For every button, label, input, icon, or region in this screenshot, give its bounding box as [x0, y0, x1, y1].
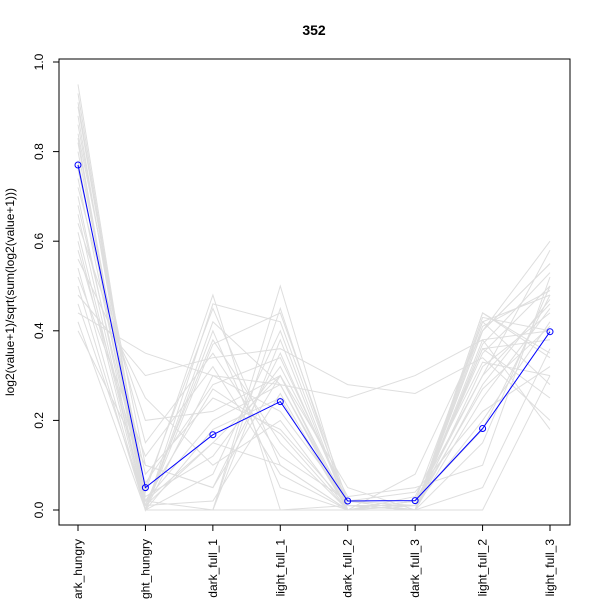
- background-series-line: [77, 138, 551, 512]
- background-series-line: [77, 214, 551, 511]
- highlight-point: [546, 328, 554, 336]
- background-series-line: [77, 178, 551, 511]
- y-tick-label: 1.0: [32, 53, 46, 70]
- y-tick-label: 0.0: [32, 501, 46, 518]
- y-tick-label: 0.4: [32, 322, 46, 339]
- plot-frame: [58, 58, 571, 526]
- highlight-point: [411, 497, 419, 505]
- highlight-point: [479, 425, 487, 432]
- x-tick-label: ght_hungry: [138, 539, 152, 599]
- background-series-line: [77, 187, 551, 511]
- highlight-point: [209, 431, 217, 439]
- highlight-series-group: [74, 161, 554, 505]
- x-tick-label: light_full_1: [273, 539, 287, 597]
- chart-title: 352: [302, 22, 326, 38]
- x-tick-label: dark_full_2: [341, 539, 355, 598]
- x-tick-label: light_full_3: [543, 539, 557, 597]
- background-series-line: [77, 284, 551, 511]
- highlight-series-line: [77, 164, 551, 502]
- background-series-line: [77, 263, 551, 511]
- x-tick-label: light_full_2: [476, 539, 490, 597]
- background-series-line: [77, 303, 551, 512]
- highlight-point: [276, 398, 284, 406]
- background-series-line: [77, 294, 551, 421]
- highlight-point: [344, 497, 352, 505]
- y-tick-label: 0.6: [32, 233, 46, 250]
- background-series-line: [77, 169, 551, 506]
- y-axis-label: log2(value+1)/sqrt(sum(log2(value+1))): [3, 188, 17, 396]
- background-series-line: [77, 294, 551, 511]
- x-axis: ark_hungry ght_hungry dark_full_1 light_ful…: [71, 525, 557, 599]
- background-series-group: [77, 84, 551, 512]
- background-series-line: [77, 258, 551, 511]
- y-tick-label: 0.8: [32, 143, 46, 160]
- background-series-line: [77, 250, 551, 502]
- y-tick-label: 0.2: [32, 412, 46, 429]
- background-series-line: [77, 223, 551, 511]
- y-axis: 0.0 0.2 0.4 0.6 0.8 1.0: [32, 53, 59, 518]
- x-tick-label: dark_full_1: [206, 539, 220, 598]
- background-series-line: [77, 276, 551, 511]
- highlight-point: [74, 161, 82, 169]
- background-series-line: [77, 205, 551, 511]
- background-series-line: [77, 115, 551, 512]
- x-tick-label: ark_hungry: [71, 539, 85, 599]
- x-tick-label: dark_full_3: [408, 539, 422, 598]
- highlight-point: [141, 484, 149, 492]
